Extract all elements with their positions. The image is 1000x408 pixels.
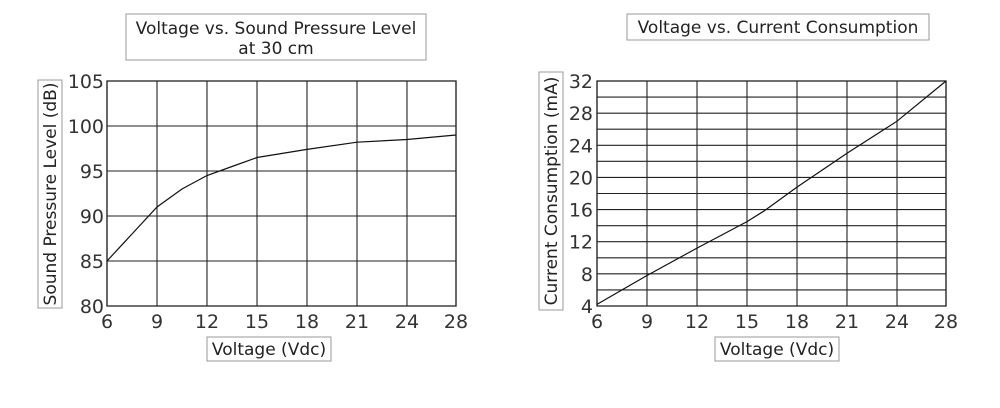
spl-x-axis-label: Voltage (Vdc): [212, 340, 326, 360]
current-y-tick-label: 12: [569, 232, 593, 254]
current-x-tick-label: 18: [785, 311, 809, 333]
spl-x-tick-label: 28: [444, 311, 468, 333]
spl-x-axis-label-box: [206, 336, 332, 362]
spl-chart-title-line1: Voltage vs. Sound Pressure Level: [136, 19, 417, 39]
current-y-tick-label: 28: [569, 103, 593, 125]
current-y-axis-label-box: [538, 71, 564, 311]
current-y-tick-label: 20: [569, 167, 593, 189]
current-y-tick-label: 8: [581, 264, 593, 286]
spl-x-tick-label: 21: [345, 311, 369, 333]
spl-title-box: [125, 13, 427, 61]
current-x-axis-label-box: [714, 336, 840, 362]
spl-x-tick-label: 12: [195, 311, 219, 333]
spl-y-tick-label: 85: [80, 251, 104, 273]
current-x-tick-label: 28: [934, 311, 958, 333]
spl-y-tick-label: 80: [80, 296, 104, 318]
current-y-tick-label: 32: [569, 71, 593, 93]
current-x-tick-label: 15: [735, 311, 759, 333]
spl-series-line: [106, 134, 457, 262]
spl-y-tick-label: 105: [68, 71, 104, 93]
spl-ticks: 80 85 90 95 100 105 6 9 12 15 18 21 24 28: [68, 71, 468, 333]
current-y-axis-label: Current Consumption (mA): [542, 77, 562, 306]
spl-grid: [106, 80, 457, 307]
current-y-tick-label: 24: [569, 135, 593, 157]
current-series: [596, 80, 947, 305]
spl-x-tick-label: 9: [151, 311, 163, 333]
current-x-tick-label: 21: [835, 311, 859, 333]
current-x-tick-label: 9: [641, 311, 653, 333]
current-x-axis-label: Voltage (Vdc): [720, 340, 834, 360]
current-title-box: [626, 13, 930, 41]
spl-y-axis-label: Sound Pressure Level (dB): [41, 83, 61, 306]
current-chart: Voltage vs. Current Consumption Voltage …: [538, 13, 958, 362]
current-plot-frame: [596, 80, 947, 307]
current-ticks: 4 8 12 16 20 24 28 32 6 9 12 15 18 21 24 28: [569, 71, 958, 333]
current-grid: [596, 80, 947, 307]
current-y-tick-label: 4: [581, 296, 593, 318]
current-x-tick-label: 6: [591, 311, 603, 333]
current-x-tick-label: 24: [885, 311, 909, 333]
spl-x-tick-label: 6: [101, 311, 113, 333]
spl-y-tick-label: 100: [68, 116, 104, 138]
current-chart-title: Voltage vs. Current Consumption: [638, 18, 919, 38]
spl-y-axis-label-box: [37, 79, 63, 309]
spl-x-tick-label: 15: [245, 311, 269, 333]
current-y-tick-label: 16: [569, 200, 593, 222]
spl-chart: Voltage vs. Sound Pressure Level at 30 c…: [37, 13, 468, 362]
spl-x-tick-label: 24: [395, 311, 419, 333]
spl-y-tick-label: 90: [80, 206, 104, 228]
spl-x-tick-label: 18: [295, 311, 319, 333]
current-series-line: [596, 80, 947, 305]
spl-series: [106, 134, 457, 262]
current-x-tick-label: 12: [685, 311, 709, 333]
spl-chart-title-line2: at 30 cm: [238, 39, 313, 59]
spl-y-tick-label: 95: [80, 161, 104, 183]
spl-plot-frame: [106, 80, 457, 307]
